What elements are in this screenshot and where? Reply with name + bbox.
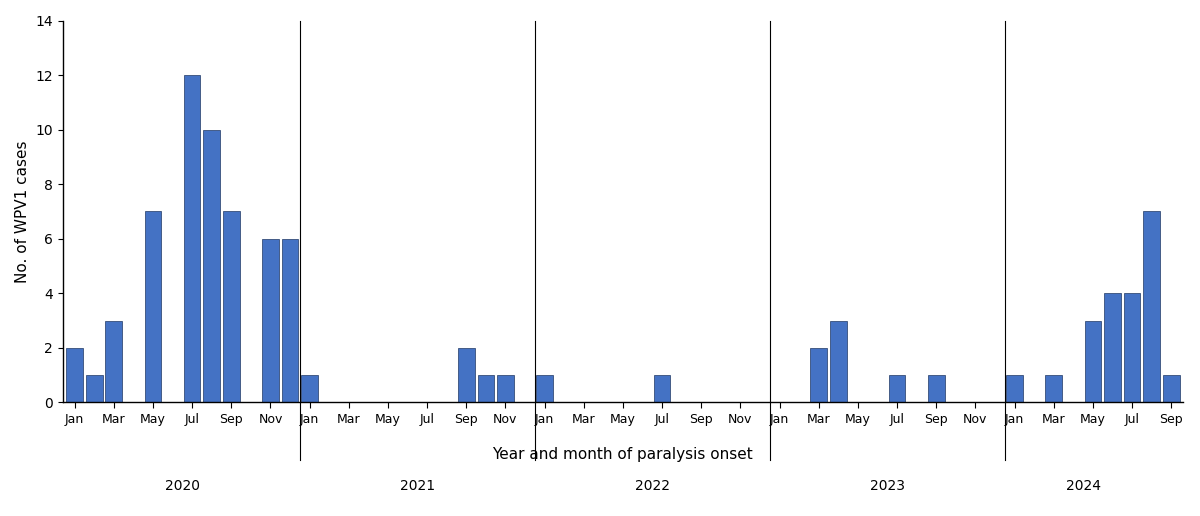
Text: 2021: 2021 bbox=[400, 479, 434, 493]
Bar bbox=[458, 348, 474, 402]
Y-axis label: No. of WPV1 cases: No. of WPV1 cases bbox=[16, 140, 30, 283]
Bar bbox=[301, 375, 318, 402]
Bar bbox=[889, 375, 905, 402]
Bar bbox=[1045, 375, 1062, 402]
Bar bbox=[184, 75, 200, 402]
Bar bbox=[1104, 293, 1121, 402]
Bar bbox=[223, 212, 240, 402]
Text: 2020: 2020 bbox=[164, 479, 200, 493]
Bar bbox=[654, 375, 671, 402]
Bar bbox=[1085, 320, 1102, 402]
Bar bbox=[86, 375, 102, 402]
Bar bbox=[1163, 375, 1180, 402]
Text: 2023: 2023 bbox=[870, 479, 905, 493]
Bar bbox=[478, 375, 494, 402]
Bar bbox=[1123, 293, 1140, 402]
Bar bbox=[830, 320, 847, 402]
Bar bbox=[1144, 212, 1160, 402]
Bar bbox=[497, 375, 514, 402]
Bar bbox=[145, 212, 161, 402]
Bar bbox=[810, 348, 827, 402]
Bar bbox=[262, 239, 278, 402]
Bar bbox=[928, 375, 944, 402]
Bar bbox=[1007, 375, 1022, 402]
X-axis label: Year and month of paralysis onset: Year and month of paralysis onset bbox=[492, 447, 754, 462]
Bar bbox=[203, 130, 220, 402]
Bar bbox=[106, 320, 122, 402]
Text: 2024: 2024 bbox=[1066, 479, 1100, 493]
Bar bbox=[282, 239, 299, 402]
Text: 2022: 2022 bbox=[635, 479, 670, 493]
Bar bbox=[66, 348, 83, 402]
Bar bbox=[536, 375, 553, 402]
